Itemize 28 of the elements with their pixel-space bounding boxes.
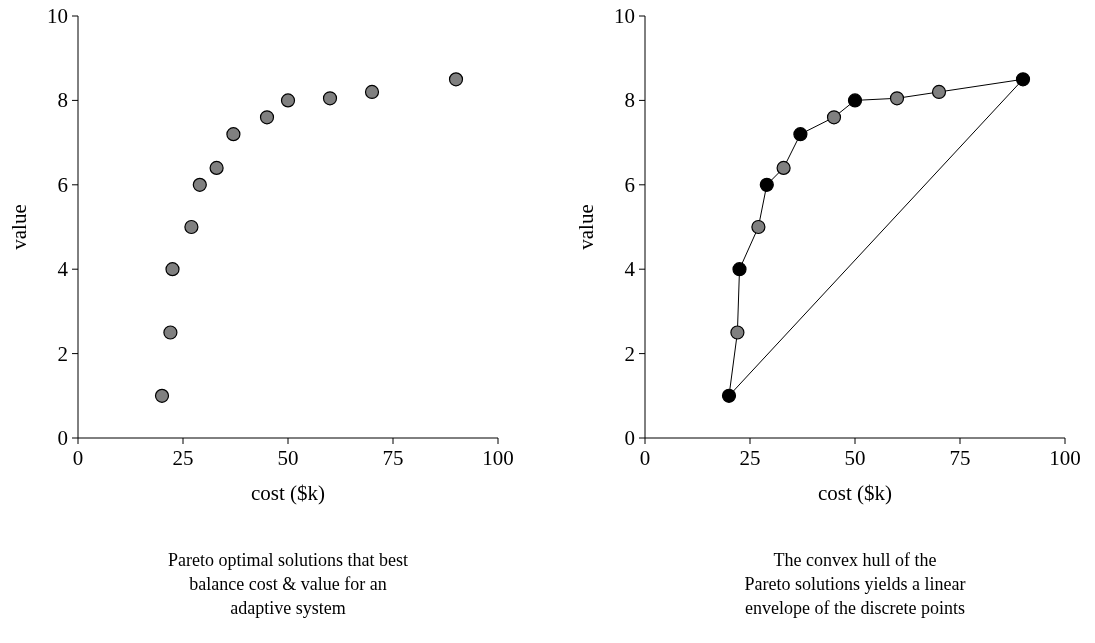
x-tick-label: 100 <box>482 446 514 470</box>
text: Pareto optimal solutions that best balance cost & value for an adaptive system <box>168 550 408 618</box>
x-tick-label: 0 <box>72 446 84 470</box>
x-tick-label: 25 <box>739 446 761 470</box>
y-tick-label: 8 <box>57 88 68 113</box>
y-tick-label: 10 <box>47 4 68 28</box>
x-tick-label: 50 <box>277 446 299 470</box>
y-tick-label: 0 <box>57 426 68 450</box>
x-axis-title: cost ($k) <box>817 481 893 505</box>
y-tick-label: 2 <box>57 341 68 366</box>
x-tick-label: 50 <box>844 446 866 470</box>
text: The convex hull of the Pareto solutions yields a linear envelope of the discrete points <box>744 550 966 618</box>
y-tick-label: 4 <box>624 257 636 282</box>
y-axis-title: value <box>7 204 31 250</box>
x-axis-title: cost ($k) <box>250 481 326 505</box>
y-tick-label: 8 <box>624 88 635 113</box>
y-tick-label: 0 <box>624 426 635 450</box>
x-tick-label: 0 <box>639 446 651 470</box>
x-tick-label: 75 <box>382 446 404 470</box>
y-tick-label: 10 <box>614 4 635 28</box>
x-tick-label: 100 <box>1049 446 1081 470</box>
y-tick-label: 6 <box>57 172 68 197</box>
y-tick-label: 2 <box>624 341 635 366</box>
y-tick-label: 6 <box>624 172 635 197</box>
y-axis-title: value <box>574 204 598 250</box>
x-tick-label: 25 <box>172 446 194 470</box>
y-tick-label: 4 <box>57 257 69 282</box>
x-tick-label: 75 <box>949 446 971 470</box>
